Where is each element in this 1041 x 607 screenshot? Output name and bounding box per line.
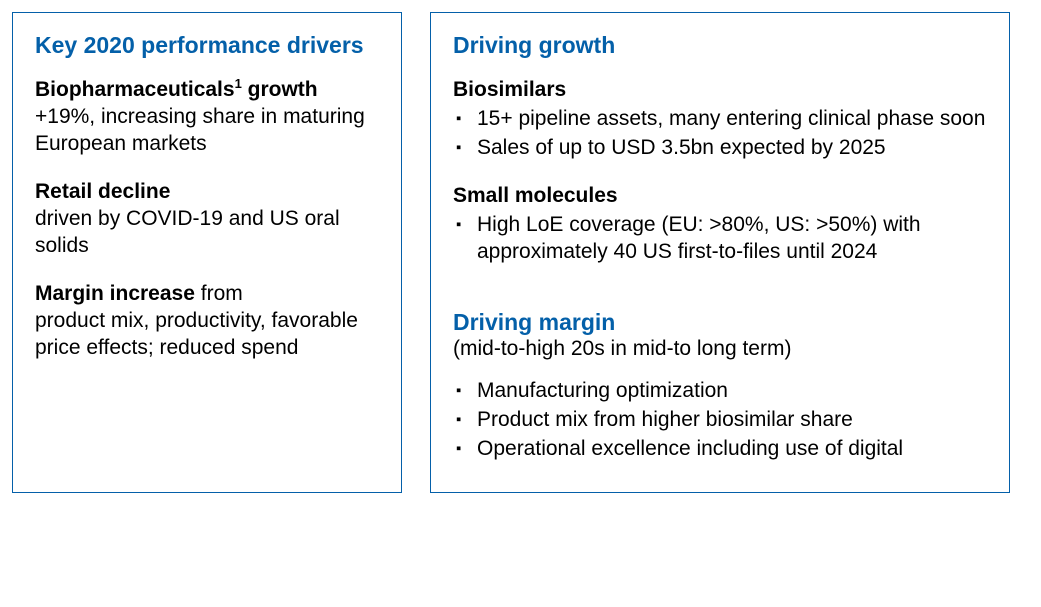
left-title: Key 2020 performance drivers: [35, 31, 379, 60]
left-panel: Key 2020 performance drivers Biopharmace…: [12, 12, 402, 493]
slide-container: Key 2020 performance drivers Biopharmace…: [12, 12, 1029, 493]
left-section-1-lead: Retail decline: [35, 178, 379, 205]
growth-group-1-heading: Small molecules: [453, 182, 987, 209]
left-section-1: Retail decline driven by COVID-19 and US…: [35, 178, 379, 260]
left-section-2-lead-line: Margin increase from: [35, 280, 379, 307]
margin-subtitle: (mid-to-high 20s in mid-to long term): [453, 336, 987, 362]
left-section-2-lead-tail: from: [195, 282, 243, 305]
left-section-0-lead-tail: growth: [242, 78, 318, 101]
left-section-2: Margin increase from product mix, produc…: [35, 280, 379, 362]
list-item: High LoE coverage (EU: >80%, US: >50%) w…: [453, 211, 987, 266]
left-section-1-body: driven by COVID-19 and US oral solids: [35, 205, 379, 260]
margin-title: Driving margin: [453, 308, 987, 337]
left-section-0: Biopharmaceuticals1 growth +19%, increas…: [35, 76, 379, 158]
right-panel: Driving growth Biosimilars 15+ pipeline …: [430, 12, 1010, 493]
list-item: Sales of up to USD 3.5bn expected by 202…: [453, 134, 987, 161]
left-section-2-lead: Margin increase: [35, 282, 195, 305]
left-section-0-sup: 1: [235, 76, 242, 91]
growth-group-0-list: 15+ pipeline assets, many entering clini…: [453, 105, 987, 162]
margin-list: Manufacturing optimization Product mix f…: [453, 377, 987, 463]
growth-group-0-heading: Biosimilars: [453, 76, 987, 103]
left-section-0-lead: Biopharmaceuticals: [35, 78, 235, 101]
growth-title: Driving growth: [453, 31, 987, 60]
list-item: Manufacturing optimization: [453, 377, 987, 404]
left-section-0-body: +19%, increasing share in maturing Europ…: [35, 103, 379, 158]
growth-group-1: Small molecules High LoE coverage (EU: >…: [453, 182, 987, 266]
left-section-0-lead-line: Biopharmaceuticals1 growth: [35, 76, 379, 103]
margin-block: Driving margin (mid-to-high 20s in mid-t…: [453, 308, 987, 463]
growth-group-1-list: High LoE coverage (EU: >80%, US: >50%) w…: [453, 211, 987, 266]
left-section-2-body: product mix, productivity, favorable pri…: [35, 307, 379, 362]
growth-group-0: Biosimilars 15+ pipeline assets, many en…: [453, 76, 987, 162]
list-item: Product mix from higher biosimilar share: [453, 406, 987, 433]
list-item: Operational excellence including use of …: [453, 435, 987, 462]
list-item: 15+ pipeline assets, many entering clini…: [453, 105, 987, 132]
